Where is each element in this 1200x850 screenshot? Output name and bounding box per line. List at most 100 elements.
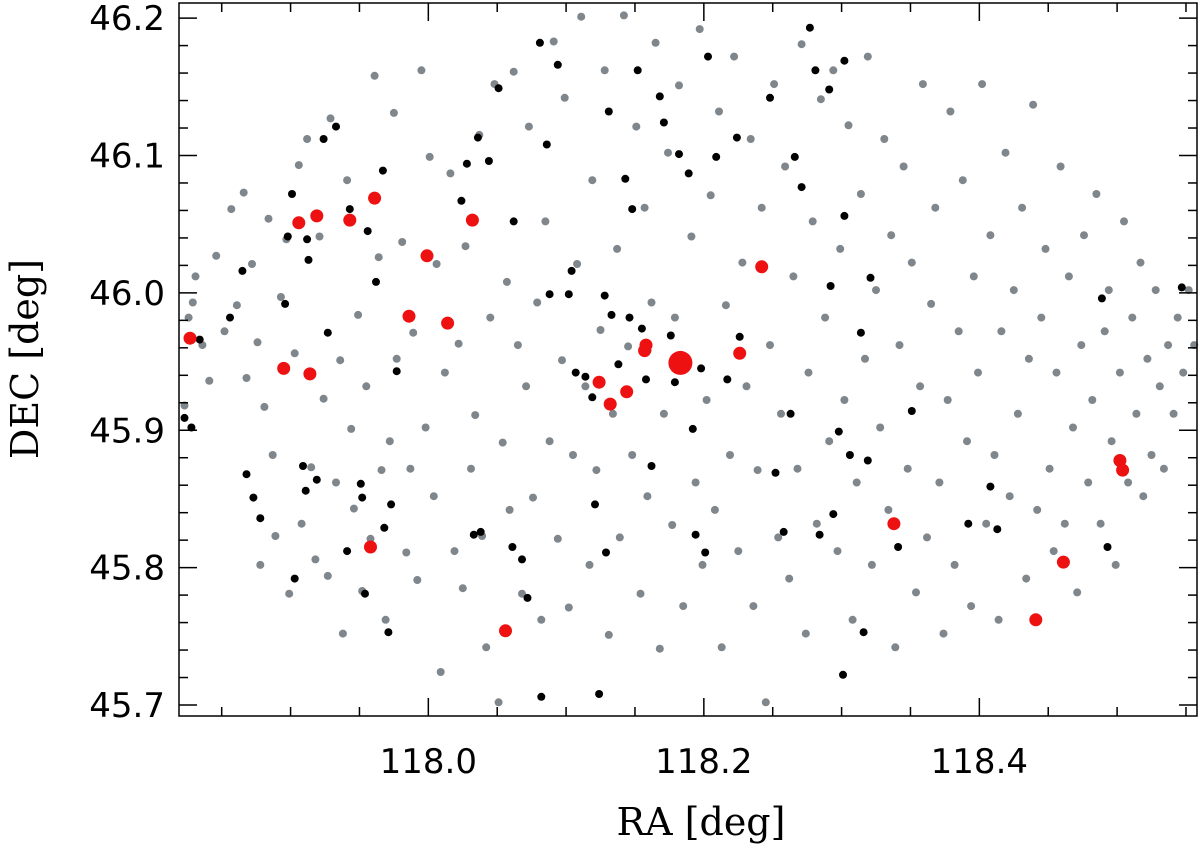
scatter-point	[1092, 190, 1101, 198]
scatter-point	[774, 533, 783, 542]
scatter-point	[239, 188, 248, 197]
scatter-point	[702, 396, 711, 404]
scatter-point	[679, 602, 688, 611]
scatter-point	[805, 23, 814, 32]
scatter-point	[907, 258, 916, 267]
scatter-point	[781, 162, 790, 171]
scatter-point	[918, 80, 927, 89]
scatter-point	[647, 462, 656, 470]
scatter-point	[1077, 341, 1086, 350]
scatter-point	[600, 66, 609, 75]
scatter-point	[288, 190, 296, 198]
scatter-point	[417, 66, 426, 75]
scatter-point	[655, 644, 664, 653]
scatter-point	[253, 338, 262, 347]
scatter-point	[912, 588, 920, 597]
scatter-point	[585, 560, 594, 569]
scatter-point	[436, 668, 445, 676]
scatter-point	[484, 157, 493, 165]
scatter-point	[825, 437, 834, 446]
scatter-point	[232, 301, 241, 310]
scatter-point	[633, 66, 642, 75]
scatter-point	[1151, 286, 1160, 295]
scatter-point	[840, 211, 849, 220]
scatter-point	[276, 293, 285, 301]
scatter-point	[533, 298, 542, 307]
scatter-point	[604, 630, 613, 639]
scatter-point	[301, 486, 310, 495]
scatter-point	[1147, 451, 1156, 459]
scatter-point	[389, 108, 398, 117]
scatter-point	[935, 478, 944, 487]
ticks-layer	[179, 3, 1197, 716]
scatter-point	[691, 478, 700, 487]
scatter-point	[600, 291, 609, 300]
scatter-point	[191, 272, 200, 281]
scatter-point	[733, 346, 747, 360]
scatter-point	[462, 159, 471, 168]
scatter-point	[619, 11, 628, 20]
scatter-point	[931, 203, 940, 212]
scatter-point	[304, 255, 313, 264]
scatter-point	[486, 313, 495, 322]
scatter-point	[542, 140, 551, 149]
scatter-point	[523, 593, 532, 602]
scatter-point	[632, 122, 641, 131]
scatter-point	[880, 135, 889, 143]
scatter-point	[457, 196, 466, 205]
scatter-point	[380, 523, 389, 532]
scatter-point	[839, 670, 847, 679]
scatter-point	[651, 38, 660, 47]
scatter-point	[1009, 286, 1018, 295]
scatter-point	[292, 216, 306, 230]
scatter-point	[461, 242, 470, 251]
scatter-point	[684, 169, 693, 178]
scatter-point	[1064, 272, 1073, 281]
scatter-point	[476, 527, 485, 536]
scatter-point	[188, 298, 197, 307]
scatter-point	[297, 519, 306, 528]
scatter-point	[697, 364, 706, 373]
scatter-point	[1096, 519, 1105, 528]
y-tick-label: 46.1	[89, 136, 165, 176]
scatter-point	[303, 135, 312, 143]
scatter-point	[381, 615, 390, 624]
scatter-point	[588, 393, 597, 402]
scatter-point	[338, 629, 347, 638]
scatter-point	[766, 341, 774, 350]
scatter-point	[1024, 354, 1033, 363]
scatter-point	[1073, 588, 1082, 597]
scatter-point	[746, 135, 755, 143]
plot-frame	[178, 2, 1198, 717]
scatter-point	[786, 409, 795, 418]
scatter-point	[636, 589, 645, 598]
scatter-point	[363, 227, 372, 236]
scatter-point	[642, 375, 650, 384]
scatter-point	[242, 470, 251, 479]
scatter-point	[392, 354, 401, 363]
scatter-point	[640, 203, 649, 212]
scatter-point	[588, 176, 597, 185]
scatter-point	[271, 532, 280, 540]
scatter-point	[465, 213, 479, 227]
scatter-point	[670, 378, 679, 387]
scatter-point	[834, 427, 843, 436]
scatter-point	[1018, 203, 1027, 212]
scatter-point	[1029, 613, 1043, 627]
scatter-point	[319, 394, 328, 403]
scatter-point	[887, 231, 896, 240]
scatter-point	[687, 232, 696, 241]
scatter-point	[1173, 313, 1182, 322]
scatter-point	[299, 462, 307, 470]
scatter-point	[628, 451, 637, 459]
scatter-point	[537, 692, 546, 701]
scatter-point	[1169, 409, 1178, 418]
scatter-point	[187, 423, 196, 432]
scatter-point	[620, 385, 634, 399]
scatter-point	[863, 52, 872, 61]
scatter-point	[366, 534, 375, 543]
scatter-point	[899, 162, 908, 171]
scatter-point	[535, 38, 544, 47]
scatter-point	[378, 166, 387, 175]
scatter-point	[790, 152, 799, 161]
